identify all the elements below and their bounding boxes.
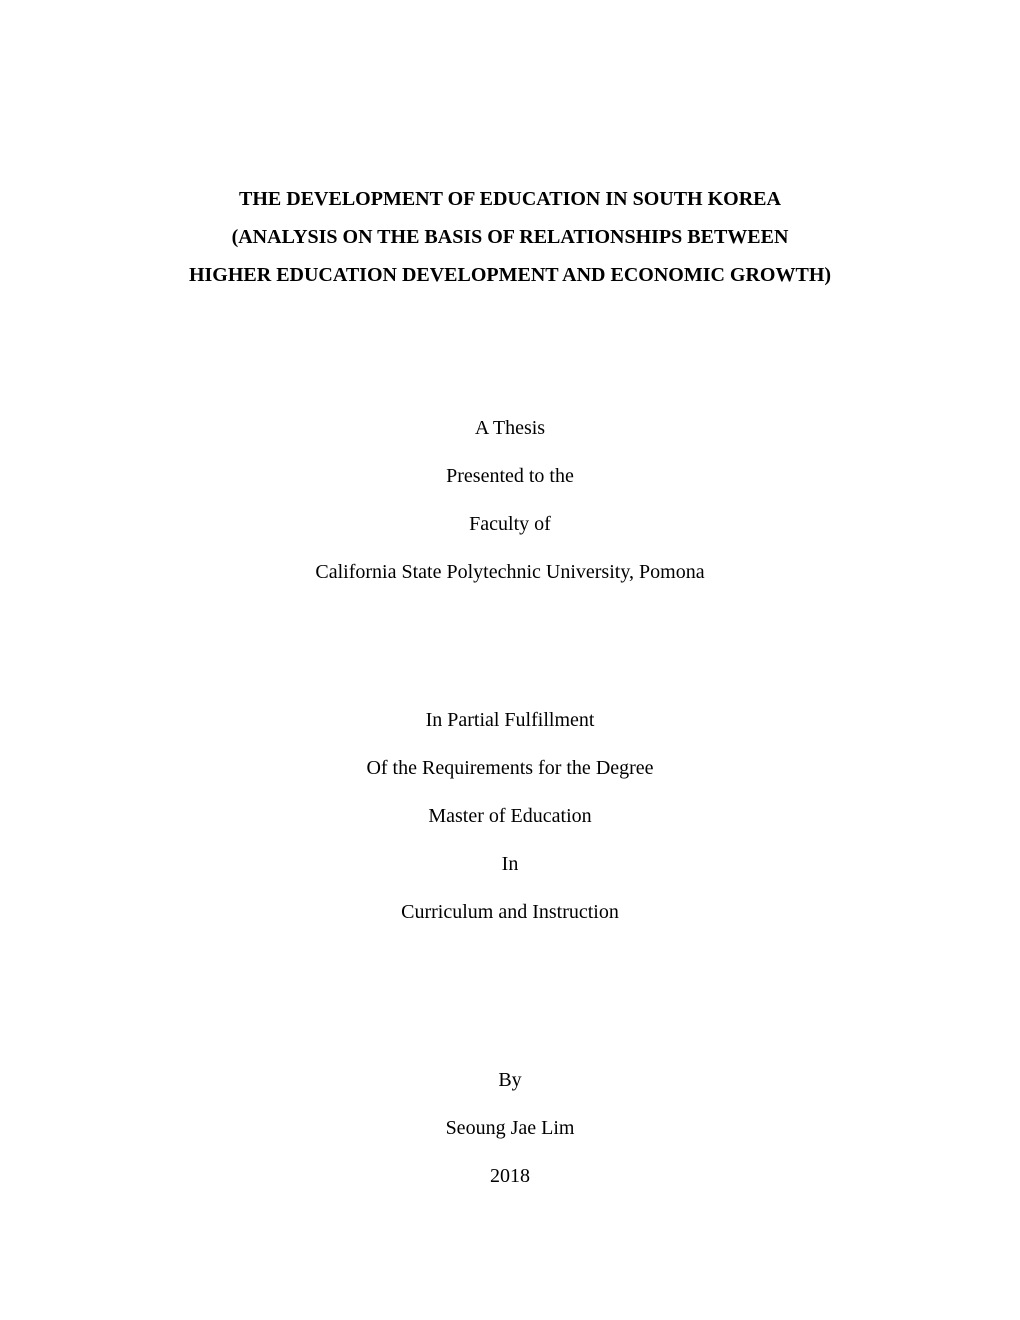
- fulfillment-line-2: Of the Requirements for the Degree: [130, 744, 890, 792]
- author-by: By: [130, 1056, 890, 1104]
- thesis-title-block: THE DEVELOPMENT OF EDUCATION IN SOUTH KO…: [130, 180, 890, 294]
- fulfillment-line-4: In: [130, 840, 890, 888]
- title-line-1: THE DEVELOPMENT OF EDUCATION IN SOUTH KO…: [130, 180, 890, 218]
- title-line-3: HIGHER EDUCATION DEVELOPMENT AND ECONOMI…: [130, 256, 890, 294]
- presentation-line-4: California State Polytechnic University,…: [130, 548, 890, 596]
- author-year: 2018: [130, 1152, 890, 1200]
- author-block: By Seoung Jae Lim 2018: [130, 1056, 890, 1200]
- author-name: Seoung Jae Lim: [130, 1104, 890, 1152]
- fulfillment-block: In Partial Fulfillment Of the Requiremen…: [130, 696, 890, 936]
- fulfillment-line-1: In Partial Fulfillment: [130, 696, 890, 744]
- presentation-line-2: Presented to the: [130, 452, 890, 500]
- fulfillment-line-3: Master of Education: [130, 792, 890, 840]
- presentation-line-3: Faculty of: [130, 500, 890, 548]
- title-line-2: (ANALYSIS ON THE BASIS OF RELATIONSHIPS …: [130, 218, 890, 256]
- fulfillment-line-5: Curriculum and Instruction: [130, 888, 890, 936]
- presentation-block: A Thesis Presented to the Faculty of Cal…: [130, 404, 890, 596]
- presentation-line-1: A Thesis: [130, 404, 890, 452]
